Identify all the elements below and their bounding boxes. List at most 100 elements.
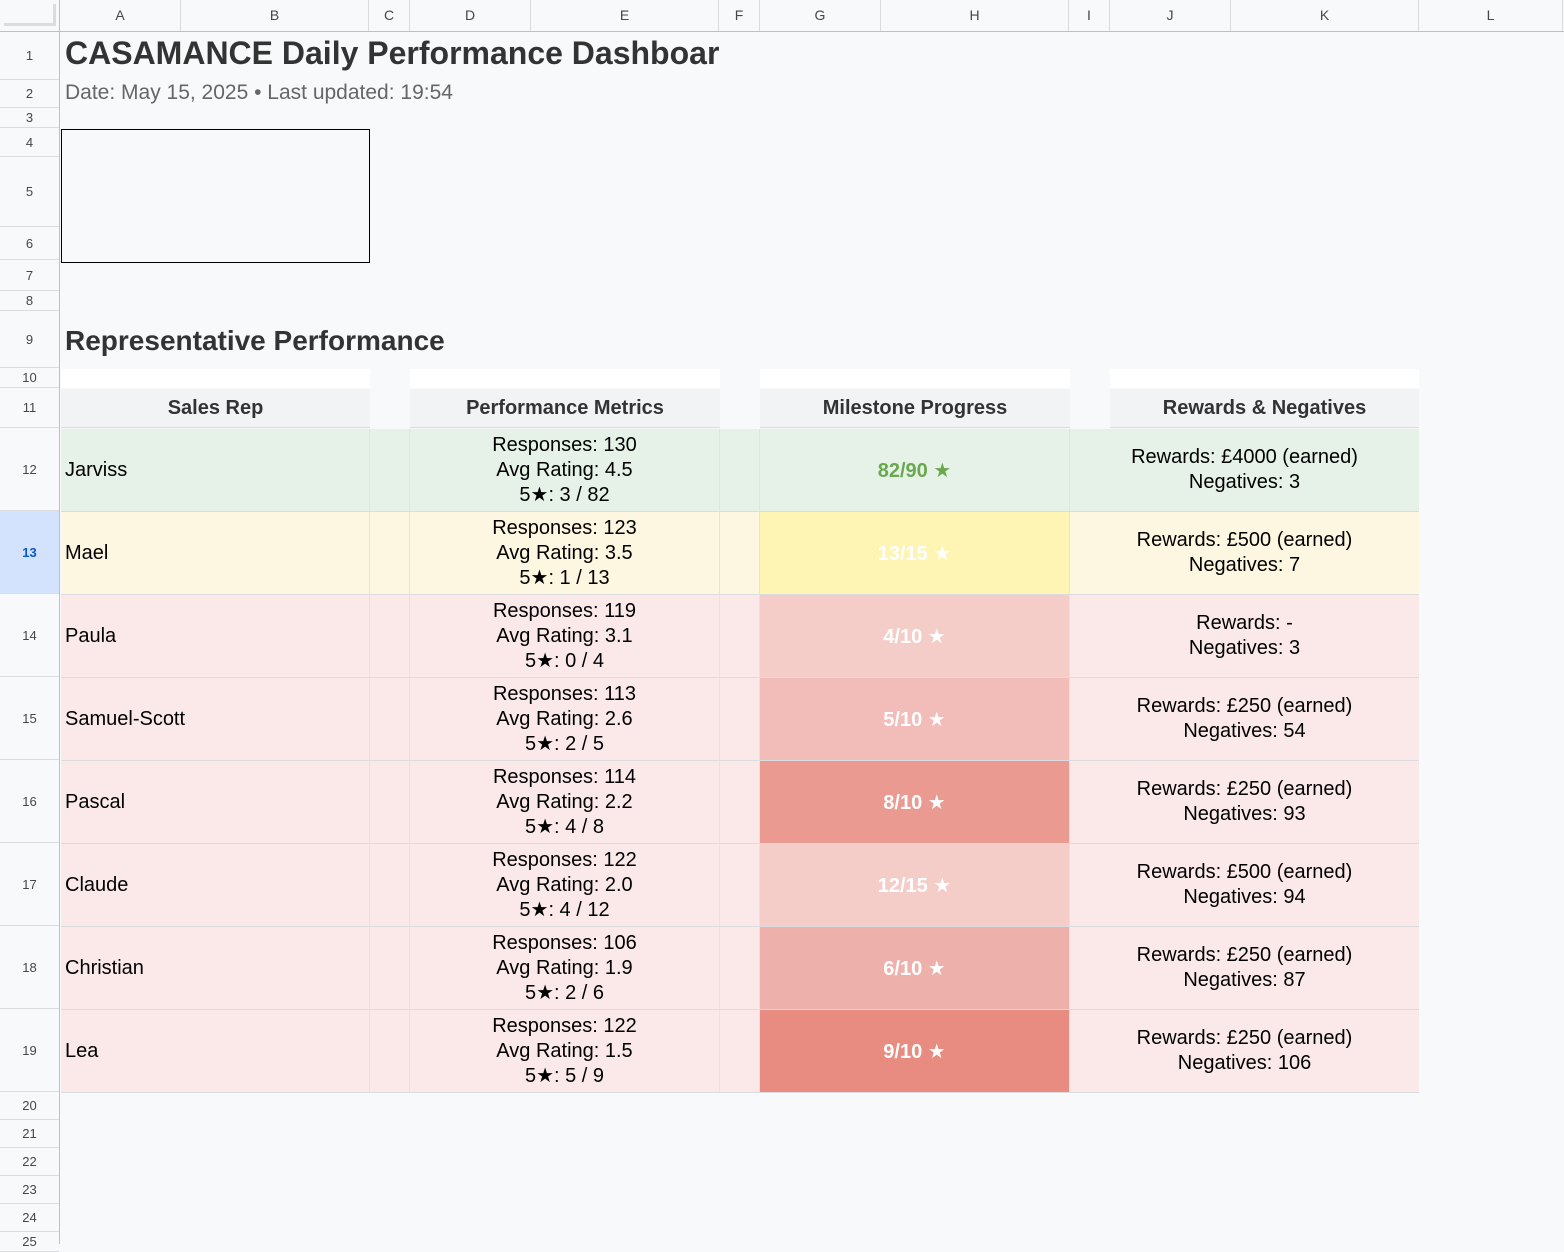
rewards-negatives-cell[interactable]: Rewards: £250 (earned) Negatives: 93 — [1070, 761, 1419, 843]
rewards-negatives-cell[interactable]: Rewards: - Negatives: 3 — [1070, 595, 1419, 677]
row-header-5[interactable]: 5 — [0, 157, 59, 227]
rewards-text: Rewards: £4000 (earned) — [1131, 446, 1358, 468]
empty-cell[interactable] — [370, 678, 410, 760]
header-rewards-negatives[interactable]: Rewards & Negatives — [1110, 389, 1419, 428]
row-header-21[interactable]: 21 — [0, 1120, 59, 1148]
column-header-i[interactable]: I — [1069, 0, 1110, 31]
rep-name-cell[interactable]: Pascal — [61, 761, 370, 843]
performance-metrics-cell[interactable]: Responses: 122 Avg Rating: 2.0 5★: 4 / 1… — [410, 844, 720, 926]
column-header-g[interactable]: G — [760, 0, 881, 31]
performance-metrics-cell[interactable]: Responses: 122 Avg Rating: 1.5 5★: 5 / 9 — [410, 1010, 720, 1092]
performance-metrics-cell[interactable]: Responses: 119 Avg Rating: 3.1 5★: 0 / 4 — [410, 595, 720, 677]
empty-cell[interactable] — [720, 512, 760, 594]
row-header-17[interactable]: 17 — [0, 843, 59, 926]
rewards-negatives-cell[interactable]: Rewards: £500 (earned) Negatives: 94 — [1070, 844, 1419, 926]
milestone-progress-cell[interactable]: 4/10 ★ — [760, 595, 1070, 677]
empty-cell[interactable] — [370, 429, 410, 511]
performance-metrics-cell[interactable]: Responses: 123 Avg Rating: 3.5 5★: 1 / 1… — [410, 512, 720, 594]
row-header-10[interactable]: 10 — [0, 368, 59, 388]
row-header-19[interactable]: 19 — [0, 1009, 59, 1092]
select-all-corner[interactable] — [0, 0, 60, 32]
column-header-k[interactable]: K — [1231, 0, 1419, 31]
row-header-14[interactable]: 14 — [0, 594, 59, 677]
row-header-20[interactable]: 20 — [0, 1092, 59, 1120]
row-header-12[interactable]: 12 — [0, 428, 59, 511]
row-header-7[interactable]: 7 — [0, 260, 59, 291]
row-header-3[interactable]: 3 — [0, 108, 59, 128]
performance-metrics-cell[interactable]: Responses: 106 Avg Rating: 1.9 5★: 2 / 6 — [410, 927, 720, 1009]
column-header-f[interactable]: F — [719, 0, 760, 31]
row-header-1[interactable]: 1 — [0, 32, 59, 80]
column-header-c[interactable]: C — [369, 0, 410, 31]
empty-cell[interactable] — [720, 595, 760, 677]
empty-cell[interactable] — [720, 844, 760, 926]
empty-cell[interactable] — [370, 1010, 410, 1092]
empty-cell[interactable] — [370, 761, 410, 843]
empty-cell[interactable] — [720, 429, 760, 511]
rep-name-cell[interactable]: Lea — [61, 1010, 370, 1092]
avg-rating: Avg Rating: 2.0 — [496, 873, 633, 896]
empty-cell[interactable] — [370, 595, 410, 677]
row-header-18[interactable]: 18 — [0, 926, 59, 1009]
rep-name: Pascal — [65, 790, 126, 813]
milestone-progress-cell[interactable]: 12/15 ★ — [760, 844, 1070, 926]
row-header-8[interactable]: 8 — [0, 291, 59, 311]
rewards-negatives-cell[interactable]: Rewards: £250 (earned) Negatives: 54 — [1070, 678, 1419, 760]
row-header-22[interactable]: 22 — [0, 1148, 59, 1176]
empty-cell[interactable] — [720, 927, 760, 1009]
logo-placeholder-box[interactable] — [61, 129, 370, 263]
row-header-24[interactable]: 24 — [0, 1204, 59, 1232]
rewards-negatives-cell[interactable]: Rewards: £500 (earned) Negatives: 7 — [1070, 512, 1419, 594]
rep-name-cell[interactable]: Claude — [61, 844, 370, 926]
row-header-11[interactable]: 11 — [0, 388, 59, 428]
empty-cell[interactable] — [370, 927, 410, 1009]
performance-metrics-cell[interactable]: Responses: 130 Avg Rating: 4.5 5★: 3 / 8… — [410, 429, 720, 511]
column-header-j[interactable]: J — [1110, 0, 1231, 31]
milestone-progress-cell[interactable]: 13/15 ★ — [760, 512, 1070, 594]
performance-metrics-cell[interactable]: Responses: 114 Avg Rating: 2.2 5★: 4 / 8 — [410, 761, 720, 843]
column-header-a[interactable]: A — [60, 0, 181, 31]
row-header-25[interactable]: 25 — [0, 1232, 59, 1252]
header-performance-metrics[interactable]: Performance Metrics — [410, 389, 720, 428]
rewards-text: Rewards: £250 (earned) — [1136, 944, 1353, 966]
milestone-progress-cell[interactable]: 8/10 ★ — [760, 761, 1070, 843]
rep-name-cell[interactable]: Jarviss — [61, 429, 370, 511]
milestone-progress-cell[interactable]: 82/90 ★ — [760, 429, 1070, 511]
header-sales-rep[interactable]: Sales Rep — [61, 389, 370, 428]
rewards-negatives-cell[interactable]: Rewards: £4000 (earned) Negatives: 3 — [1070, 429, 1419, 511]
empty-cell[interactable] — [370, 512, 410, 594]
row-header-13[interactable]: 13 — [0, 511, 59, 594]
empty-cell[interactable] — [720, 761, 760, 843]
milestone-progress-cell[interactable]: 9/10 ★ — [760, 1010, 1070, 1092]
empty-cell[interactable] — [370, 844, 410, 926]
column-header-b[interactable]: B — [181, 0, 369, 31]
rep-name-cell[interactable]: Christian — [61, 927, 370, 1009]
rewards-negatives-cell[interactable]: Rewards: £250 (earned) Negatives: 106 — [1070, 1010, 1419, 1092]
column-header-d[interactable]: D — [410, 0, 531, 31]
dashboard-title[interactable]: CASAMANCE Daily Performance Dashboar — [65, 35, 720, 71]
milestone-progress-cell[interactable]: 6/10 ★ — [760, 927, 1070, 1009]
rep-name-cell[interactable]: Mael — [61, 512, 370, 594]
row-header-6[interactable]: 6 — [0, 227, 59, 260]
empty-grid-area[interactable] — [61, 1093, 1564, 1244]
rewards-negatives-cell[interactable]: Rewards: £250 (earned) Negatives: 87 — [1070, 927, 1419, 1009]
header-milestone-progress[interactable]: Milestone Progress — [760, 389, 1070, 428]
column-header-h[interactable]: H — [881, 0, 1069, 31]
section-title[interactable]: Representative Performance — [65, 325, 445, 356]
row-header-9[interactable]: 9 — [0, 311, 59, 368]
column-header-l[interactable]: L — [1419, 0, 1563, 31]
empty-cell[interactable] — [720, 678, 760, 760]
milestone-progress-cell[interactable]: 5/10 ★ — [760, 678, 1070, 760]
empty-cell[interactable] — [720, 1010, 760, 1092]
rep-name-cell[interactable]: Samuel-Scott — [61, 678, 370, 760]
responses-count: Responses: 130 — [492, 433, 637, 456]
performance-metrics-cell[interactable]: Responses: 113 Avg Rating: 2.6 5★: 2 / 5 — [410, 678, 720, 760]
row-header-4[interactable]: 4 — [0, 128, 59, 157]
rep-name-cell[interactable]: Paula — [61, 595, 370, 677]
row-header-16[interactable]: 16 — [0, 760, 59, 843]
row-header-15[interactable]: 15 — [0, 677, 59, 760]
row-header-2[interactable]: 2 — [0, 80, 59, 108]
column-header-e[interactable]: E — [531, 0, 719, 31]
dashboard-subtitle[interactable]: Date: May 15, 2025 • Last updated: 19:54 — [65, 81, 453, 104]
row-header-23[interactable]: 23 — [0, 1176, 59, 1204]
